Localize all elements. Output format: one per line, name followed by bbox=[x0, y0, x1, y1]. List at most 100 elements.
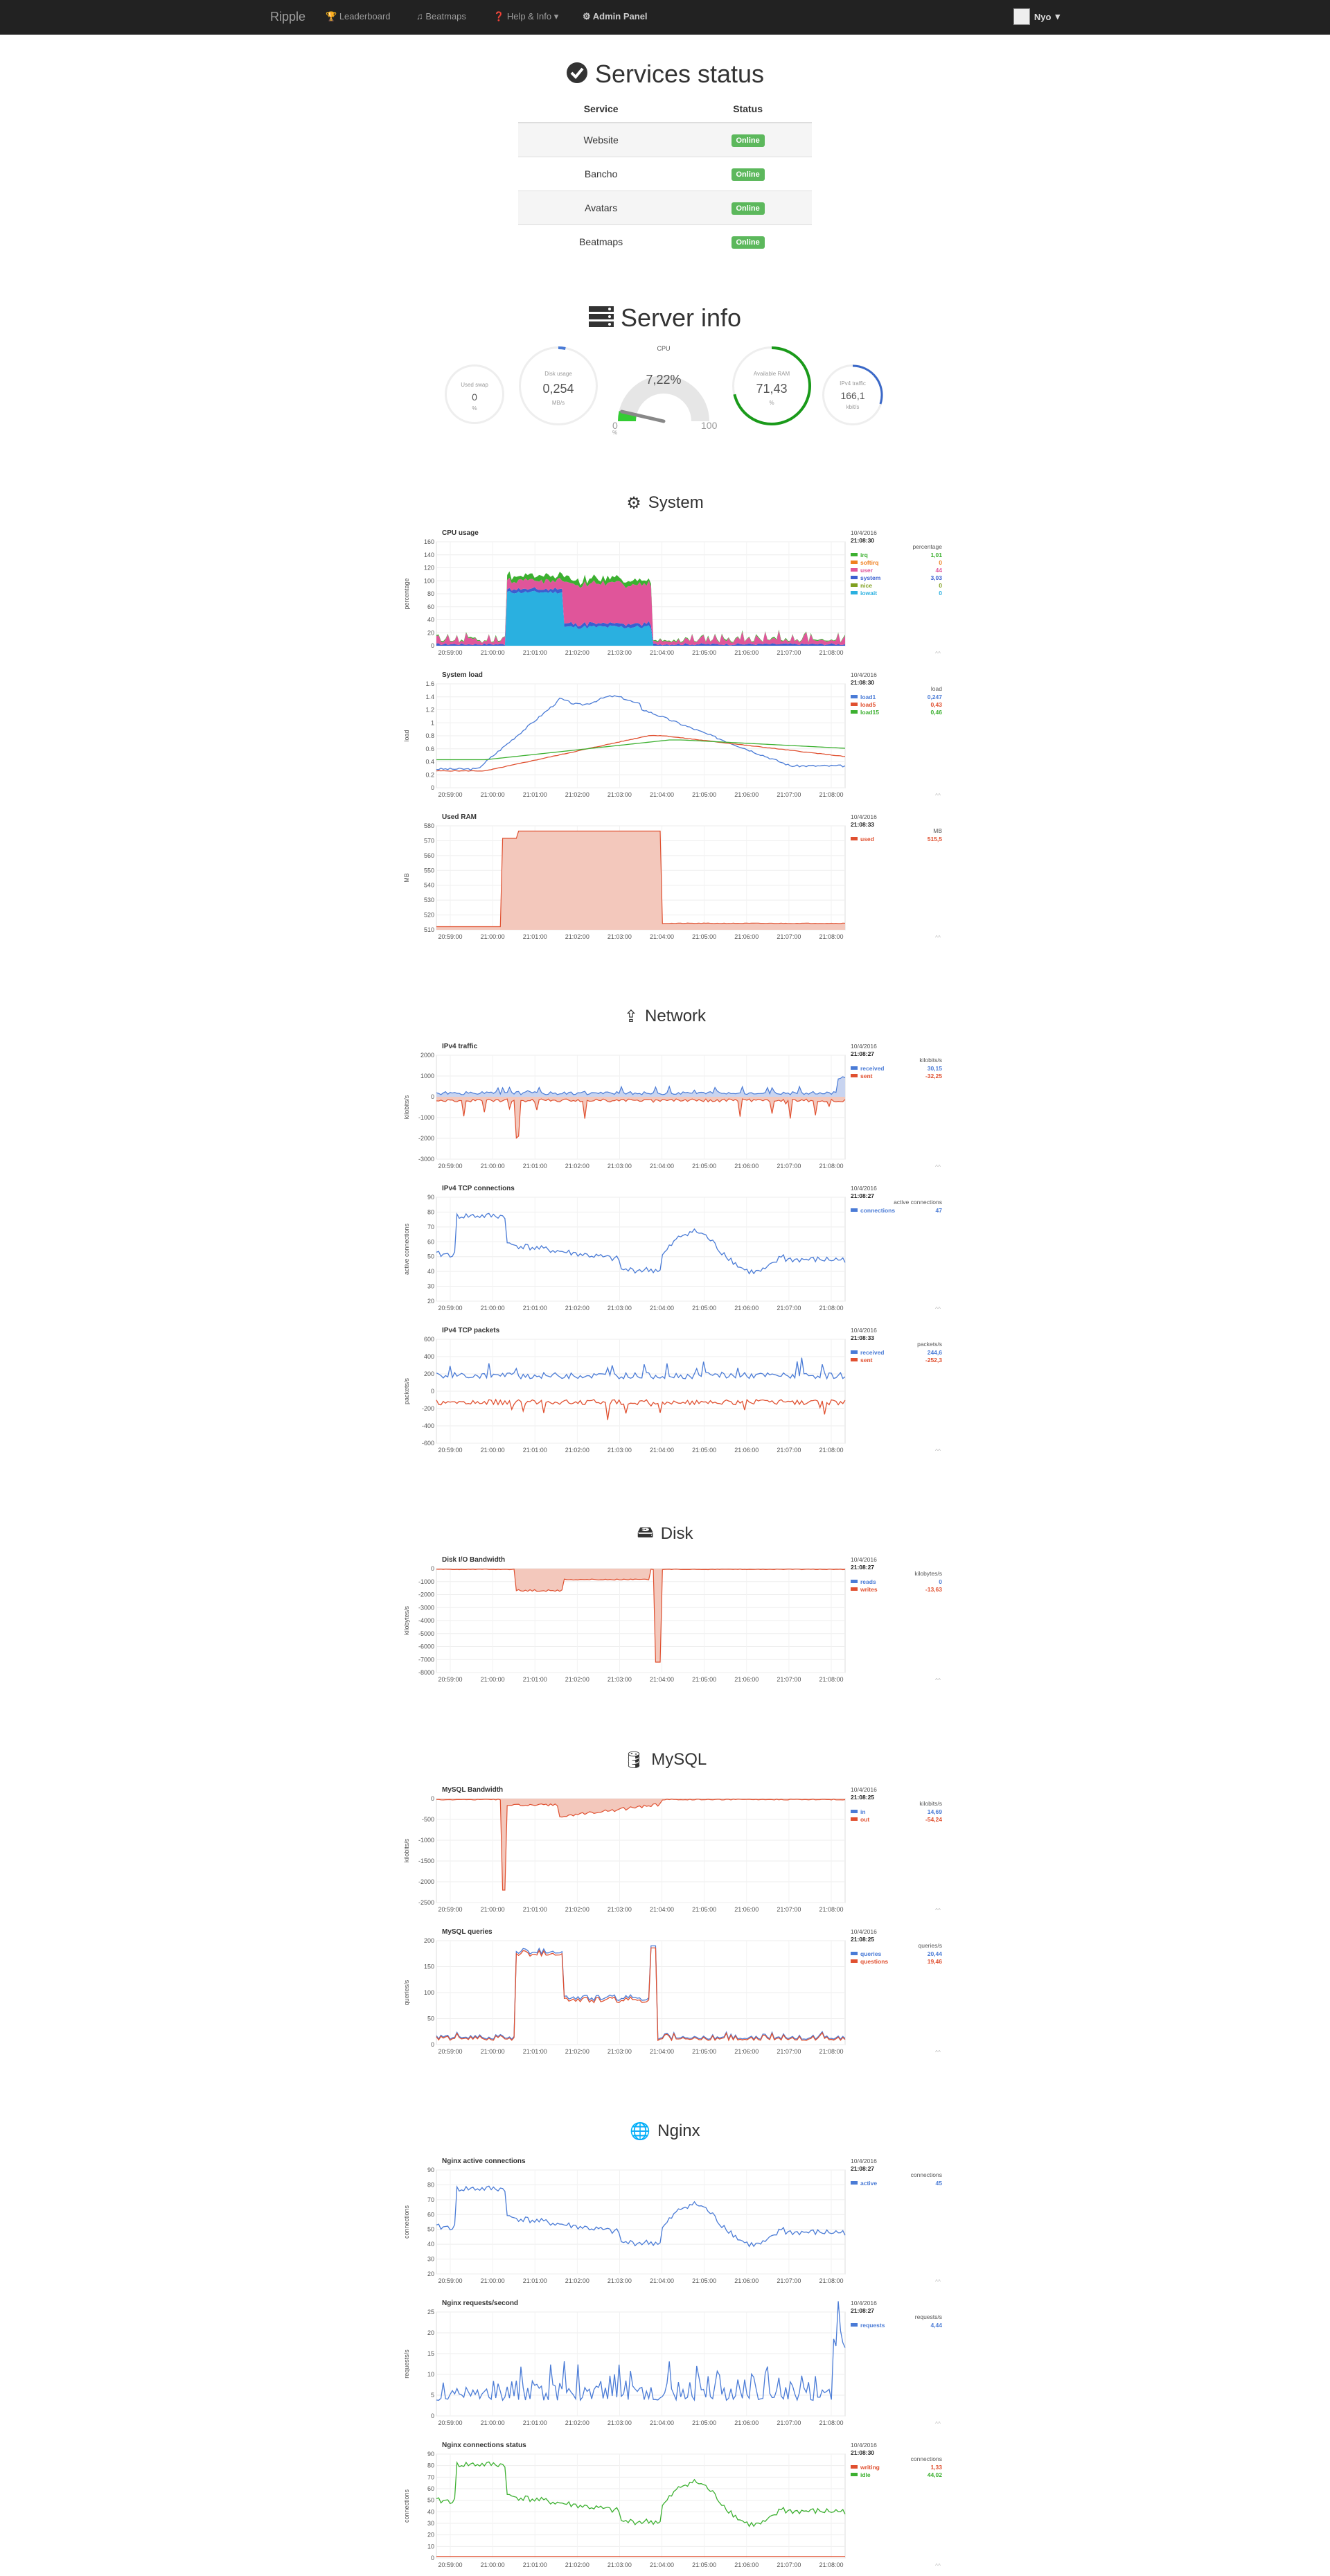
legend-name[interactable]: out bbox=[860, 1816, 869, 1823]
used-ram-chart[interactable]: Used RAM 580 570 560 550 540 530 520 510 20:59:00… bbox=[402, 809, 956, 948]
legend-name[interactable]: softirq bbox=[860, 559, 878, 566]
y-tick-label: 550 bbox=[424, 867, 434, 874]
nav-leaderboard[interactable]: 🏆 Leaderboard bbox=[326, 11, 391, 22]
chevron-toggle-icon[interactable]: ^^ bbox=[935, 1163, 941, 1170]
x-tick-label: 21:08:00 bbox=[819, 2277, 843, 2284]
y-tick-label: 160 bbox=[424, 538, 434, 545]
chevron-toggle-icon[interactable]: ^^ bbox=[935, 1447, 941, 1454]
chevron-toggle-icon[interactable]: ^^ bbox=[935, 2049, 941, 2056]
legend-name[interactable]: load1 bbox=[860, 694, 876, 700]
chevron-toggle-icon[interactable]: ^^ bbox=[935, 934, 941, 941]
legend-name[interactable]: iowait bbox=[860, 590, 877, 597]
legend-name[interactable]: idle bbox=[860, 2471, 871, 2478]
y-tick-label: 1.2 bbox=[425, 707, 434, 714]
swap-gauge-unit: % bbox=[472, 405, 477, 412]
chevron-toggle-icon[interactable]: ^^ bbox=[935, 650, 941, 657]
y-tick-label: -1000 bbox=[418, 1837, 434, 1844]
cpu-gauge-max: 100 bbox=[701, 420, 718, 431]
tcp-connections-chart[interactable]: IPv4 TCP connections 90 80 70 60 50 40 30 20 20:5… bbox=[402, 1181, 956, 1319]
disk-gauge: Disk usage 0,254 MB/s bbox=[519, 346, 598, 425]
legend-name[interactable]: nice bbox=[860, 582, 872, 589]
legend-name[interactable]: questions bbox=[860, 1958, 888, 1965]
legend-name[interactable]: writing bbox=[860, 2464, 880, 2471]
legend-swatch bbox=[851, 561, 858, 564]
x-tick-label: 20:59:00 bbox=[438, 2277, 462, 2284]
chevron-toggle-icon[interactable]: ^^ bbox=[935, 1907, 941, 1914]
chevron-toggle-icon[interactable]: ^^ bbox=[935, 1677, 941, 1684]
x-tick-label: 20:59:00 bbox=[438, 2561, 462, 2568]
legend-name[interactable]: in bbox=[860, 1808, 866, 1815]
chevron-toggle-icon[interactable]: ^^ bbox=[935, 2420, 941, 2427]
y-tick-label: 0.6 bbox=[425, 746, 434, 752]
brand-link[interactable]: Ripple bbox=[270, 10, 306, 24]
x-tick-label: 21:04:00 bbox=[650, 791, 674, 798]
x-tick-label: 21:03:00 bbox=[608, 2419, 632, 2426]
ipv4-traffic-chart[interactable]: IPv4 traffic 2000 1000 0 -1000 -2000 -3000 20:5… bbox=[402, 1039, 956, 1177]
cpu-usage-chart[interactable]: CPU usage 160 140 120 100 80 60 40 20 0 20:59:00 21… bbox=[402, 525, 956, 664]
nginx-connections-chart[interactable]: Nginx active connections 90 80 70 60 50 40 30 20… bbox=[402, 2153, 956, 2292]
y-tick-label: 25 bbox=[427, 2309, 434, 2315]
chevron-toggle-icon[interactable]: ^^ bbox=[935, 792, 941, 799]
y-tick-label: 10 bbox=[427, 2543, 434, 2550]
y-tick-label: 60 bbox=[427, 2485, 434, 2492]
legend-name[interactable]: reads bbox=[860, 1578, 876, 1585]
upload-icon: ⇪ bbox=[623, 1007, 639, 1027]
legend-swatch bbox=[851, 710, 858, 714]
x-tick-label: 21:06:00 bbox=[734, 1906, 759, 1913]
legend-name[interactable]: requests bbox=[860, 2322, 885, 2329]
y-tick-label: 0 bbox=[431, 1093, 434, 1100]
legend-name[interactable]: active bbox=[860, 2180, 877, 2187]
y-tick-label: 200 bbox=[424, 1370, 434, 1377]
y-tick-label: 15 bbox=[427, 2350, 434, 2357]
mysql-queries-chart[interactable]: MySQL queries 200 150 100 50 0 20:59:00 21:00:0… bbox=[402, 1924, 956, 2063]
legend-name[interactable]: system bbox=[860, 574, 881, 581]
legend-name[interactable]: sent bbox=[860, 1073, 873, 1079]
chevron-toggle-icon[interactable]: ^^ bbox=[935, 1305, 941, 1312]
user-menu[interactable]: Nyo ▾ bbox=[1013, 8, 1060, 25]
legend-name[interactable]: queries bbox=[860, 1950, 882, 1957]
legend-name[interactable]: connections bbox=[860, 1207, 895, 1214]
legend-value: 1,33 bbox=[930, 2464, 942, 2471]
server-gauges: Used swap 0 % Disk usage 0,254 MB/s CPU … bbox=[0, 339, 1330, 436]
legend-name[interactable]: load5 bbox=[860, 701, 876, 708]
nav-beatmaps[interactable]: ♫ Beatmaps bbox=[416, 11, 466, 21]
x-tick-label: 21:04:00 bbox=[650, 649, 674, 656]
cpu-gauge-track bbox=[618, 376, 709, 421]
legend-name[interactable]: sent bbox=[860, 1357, 873, 1364]
legend-name[interactable]: received bbox=[860, 1065, 885, 1072]
legend-name[interactable]: user bbox=[860, 567, 874, 574]
legend-swatch bbox=[851, 553, 858, 556]
mysql-bandwidth-chart[interactable]: MySQL Bandwidth 0 -500 -1000 -1500 -2000 -2500… bbox=[402, 1782, 956, 1921]
y-tick-label: 0 bbox=[431, 2555, 434, 2561]
nav-beatmaps-label: Beatmaps bbox=[425, 11, 466, 21]
chevron-toggle-icon[interactable]: ^^ bbox=[935, 2562, 941, 2569]
x-tick-label: 21:04:00 bbox=[650, 2048, 674, 2055]
nginx-status-chart[interactable]: Nginx connections status 90 80 70 60 50 40 30 20… bbox=[402, 2437, 956, 2576]
legend-value: 19,46 bbox=[928, 1958, 943, 1965]
legend-name[interactable]: writes bbox=[860, 1586, 878, 1593]
legend-swatch bbox=[851, 576, 858, 579]
x-tick-label: 21:08:00 bbox=[819, 2048, 843, 2055]
x-tick-label: 21:08:00 bbox=[819, 791, 843, 798]
y-tick-label: -5000 bbox=[418, 1630, 434, 1637]
chart-title: System load bbox=[442, 671, 483, 679]
system-load-chart[interactable]: System load 1.6 1.4 1.2 1 0.8 0.6 0.4 0.2 0 20:59:… bbox=[402, 667, 956, 806]
nav-help[interactable]: ❓ Help & Info ▾ bbox=[493, 11, 558, 22]
legend-name[interactable]: load15 bbox=[860, 709, 879, 716]
x-tick-label: 21:02:00 bbox=[565, 2277, 589, 2284]
chevron-toggle-icon[interactable]: ^^ bbox=[935, 2278, 941, 2285]
y-tick-label: 60 bbox=[427, 603, 434, 610]
legend-name[interactable]: received bbox=[860, 1349, 885, 1356]
disk-io-chart[interactable]: Disk I/O Bandwidth 0 -1000 -2000 -3000 -4000 -… bbox=[402, 1552, 956, 1691]
legend-name[interactable]: used bbox=[860, 836, 874, 843]
chart-unit: load bbox=[931, 685, 942, 692]
series-area bbox=[436, 1097, 845, 1138]
y-axis-label: requests/s bbox=[403, 2349, 410, 2379]
nav-admin[interactable]: ⚙ Admin Panel bbox=[583, 11, 648, 22]
legend-name[interactable]: irq bbox=[860, 552, 868, 558]
tcp-packets-chart[interactable]: IPv4 TCP packets 600 400 200 0 -200 -400 -600 20… bbox=[402, 1323, 956, 1461]
y-tick-label: -8000 bbox=[418, 1669, 434, 1676]
y-tick-label: 520 bbox=[424, 912, 434, 919]
nginx-requests-chart[interactable]: Nginx requests/second 25 20 15 10 5 0 20:59:00 2… bbox=[402, 2295, 956, 2434]
status-badge: Online bbox=[731, 168, 765, 181]
